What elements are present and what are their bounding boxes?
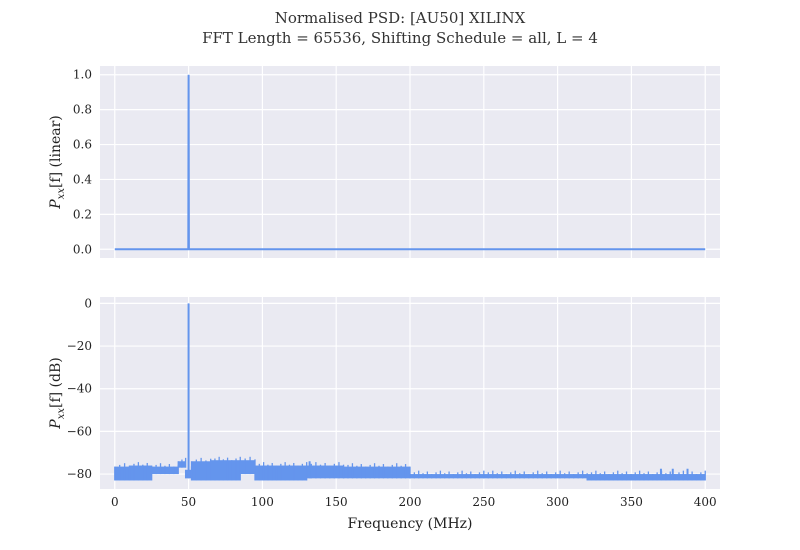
y-tick-label: −20 [67,339,92,353]
y-tick-label: 0.8 [73,103,92,117]
x-tick-label: 0 [111,495,119,509]
noise-band [240,460,255,475]
y-tick-label: 0.6 [73,138,92,152]
x-tick-label: 400 [694,495,717,509]
y-axis-label: Pxx[f] (dB) [48,357,67,429]
chart-title: Normalised PSD: [AU50] XILINX [275,9,526,27]
y-axis-label: Pxx[f] (linear) [48,115,67,209]
x-axis-label: Frequency (MHz) [347,516,472,532]
y-tick-label: 0 [84,296,92,310]
db-psd-panel: −80 −60 −40 −20 0 0 50 100 150 200 250 300 350 400 Pxx… [48,296,720,509]
x-tick-label: 250 [472,495,495,509]
noise-band [587,474,706,481]
linear-psd-panel: 0.0 0.2 0.4 0.6 0.8 1.0 Pxx[f] (linear) [48,66,720,258]
y-tick-label: 0.0 [73,242,92,256]
y-tick-label: 0.4 [73,172,92,186]
x-tick-label: 300 [546,495,569,509]
y-tick-label: −40 [67,382,92,396]
noise-band [483,474,588,479]
x-tick-label: 50 [181,495,196,509]
y-tick-label: 1.0 [73,68,92,82]
y-tick-label: −80 [67,467,92,481]
psd-line [114,74,706,251]
noise-band [129,465,152,481]
chart-subtitle: FFT Length = 65536, Shifting Schedule = … [202,29,598,47]
noise-band [410,474,484,479]
y-tick-label: 0.2 [73,207,92,221]
x-tick-label: 200 [399,495,422,509]
x-tick-label: 100 [251,495,274,509]
x-tick-label: 350 [620,495,643,509]
x-tick-label: 150 [325,495,348,509]
noise-band [210,460,241,481]
y-tick-label: −60 [67,424,92,438]
noise-band [114,466,130,481]
noise-band [343,466,410,479]
